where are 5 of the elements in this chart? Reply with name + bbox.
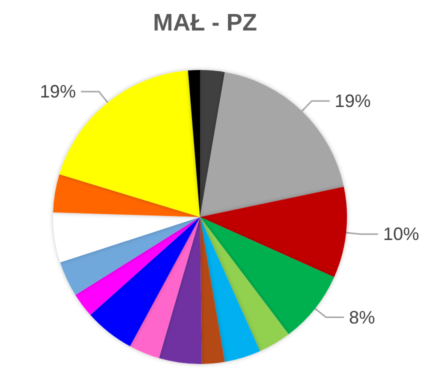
data-label: 8% bbox=[348, 307, 375, 328]
chart-title: MAŁ - PZ bbox=[153, 10, 257, 36]
data-label: 19% bbox=[40, 82, 76, 102]
data-label: 10% bbox=[383, 224, 420, 244]
data-label: 19% bbox=[334, 91, 371, 112]
